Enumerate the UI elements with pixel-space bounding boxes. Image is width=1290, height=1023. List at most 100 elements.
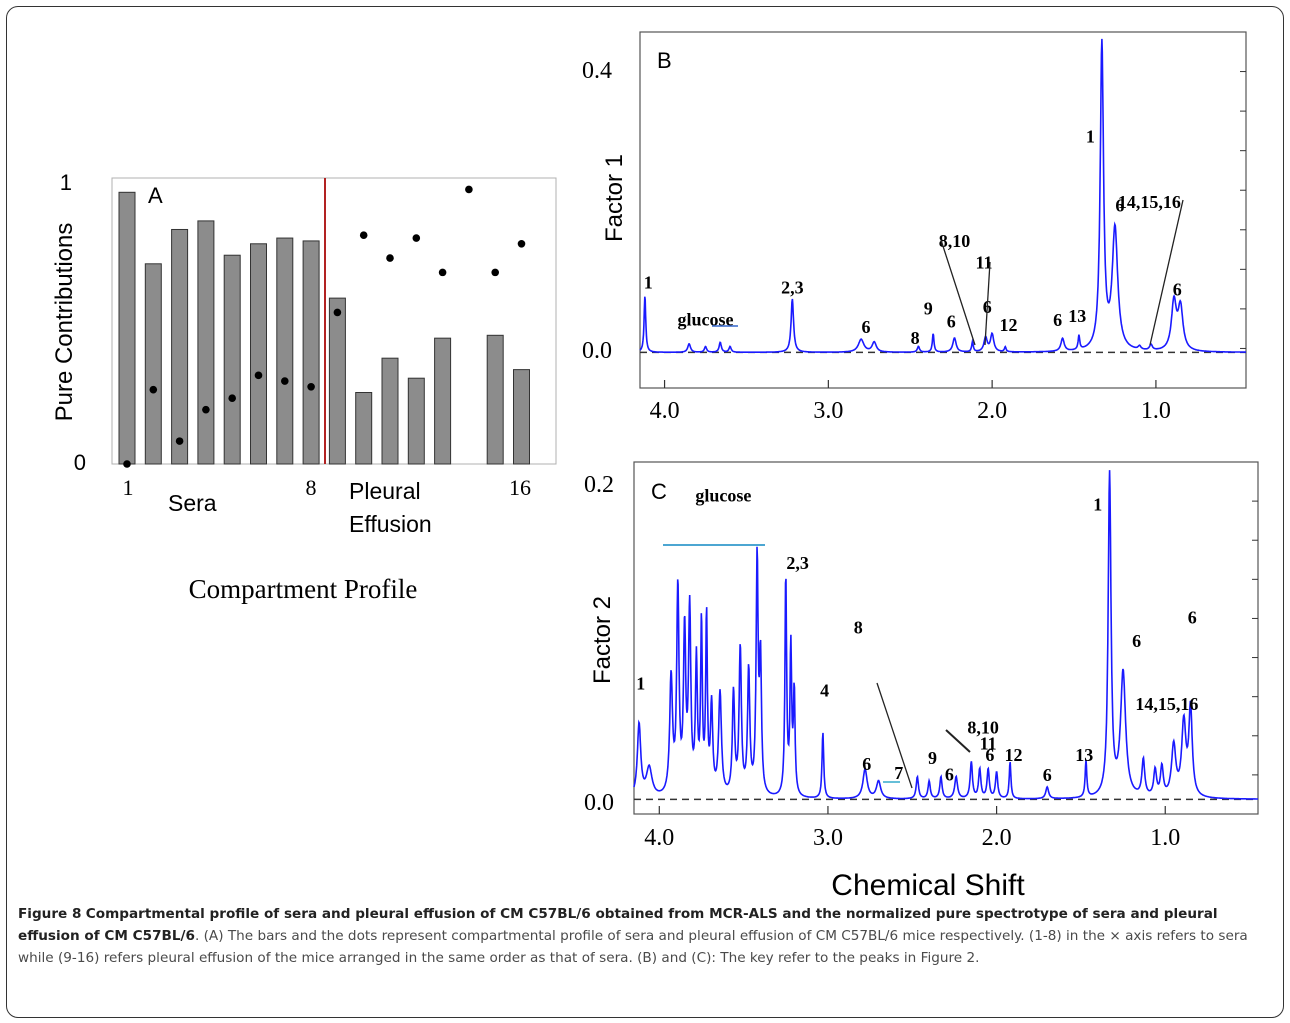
panel-b-xtick-3.0: 3.0 bbox=[813, 398, 843, 424]
bar-15 bbox=[486, 334, 504, 465]
shared-xlabel: Chemical Shift bbox=[831, 869, 1025, 900]
panel-b-ylabel: Factor 1 bbox=[601, 154, 628, 242]
c-peak-label-10: 11 bbox=[980, 733, 997, 753]
b-peak-label-8: 11 bbox=[975, 252, 992, 272]
panel-c-leader-8 bbox=[876, 682, 913, 789]
dot-7 bbox=[281, 377, 289, 385]
bar-1 bbox=[118, 191, 136, 465]
c-peak-label-8: 6 bbox=[945, 764, 954, 784]
panel-c-letter: C bbox=[651, 479, 667, 504]
bar-9 bbox=[328, 297, 346, 465]
b-peak-label-13: 1 bbox=[1086, 126, 1095, 146]
panel-c-ylabel: Factor 2 bbox=[589, 596, 616, 684]
b-peak-label-5: 9 bbox=[924, 299, 933, 319]
bar-16 bbox=[513, 369, 530, 465]
panel-c-ytick-0.2: 0.2 bbox=[584, 472, 614, 498]
c-peak-label-15: 1 bbox=[1093, 494, 1102, 514]
panel-c-xtick-2.0: 2.0 bbox=[982, 825, 1012, 851]
panel-a-ytick-1: 1 bbox=[60, 170, 72, 195]
bar-13 bbox=[434, 337, 452, 465]
c-peak-label-14: 13 bbox=[1075, 745, 1093, 765]
panel-c-leader-8-10 bbox=[945, 729, 971, 753]
figure-frame bbox=[6, 6, 1284, 1018]
c-peak-label-16: 6 bbox=[1132, 631, 1141, 651]
c-peak-label-6: 7 bbox=[894, 763, 903, 783]
panel-c-xtick-4.0: 4.0 bbox=[644, 825, 674, 851]
dot-3 bbox=[175, 437, 184, 445]
b-peak-label-6: 6 bbox=[947, 311, 956, 331]
group-label-pleural-effusion: Pleural Effusion bbox=[349, 478, 432, 537]
b-peak-label-2: 2,3 bbox=[781, 277, 804, 297]
panel-a-letter: A bbox=[148, 183, 163, 208]
c-peak-label-18: 14,15,16 bbox=[1135, 694, 1198, 714]
panel-b: B 1glucose2,368968,10116126131614,15,166… bbox=[582, 31, 1247, 424]
dot-11 bbox=[386, 254, 394, 262]
dot-12 bbox=[412, 234, 421, 242]
panel-c-xtick-3.0: 3.0 bbox=[813, 825, 843, 851]
b-peak-label-0: 1 bbox=[644, 272, 653, 292]
bar-5 bbox=[223, 254, 241, 465]
c-peak-label-1: glucose bbox=[695, 486, 751, 506]
b-peak-label-4: 8 bbox=[911, 328, 920, 348]
c-peak-label-17: 6 bbox=[1188, 607, 1197, 627]
panel-b-xtick-4.0: 4.0 bbox=[650, 398, 680, 424]
panel-b-xtick-1.0: 1.0 bbox=[1141, 398, 1171, 424]
caption-label: Figure 8 bbox=[18, 906, 82, 922]
bar-7 bbox=[276, 237, 294, 465]
panel-b-letter: B bbox=[657, 48, 672, 73]
c-peak-label-13: 6 bbox=[1043, 765, 1052, 785]
b-peak-label-15: 14,15,16 bbox=[1118, 192, 1181, 212]
b-peak-label-16: 6 bbox=[1173, 279, 1182, 299]
panel-b-spectrum bbox=[639, 38, 1246, 353]
bar-11 bbox=[381, 357, 399, 465]
panel-b-leader-11 bbox=[984, 261, 991, 346]
dot-10 bbox=[359, 231, 368, 239]
bar-3 bbox=[171, 228, 189, 465]
panel-a-xtick-8: 8 bbox=[306, 475, 317, 500]
bar-2 bbox=[144, 263, 162, 465]
panel-a: A 1 0 Pure Contributions 1 8 16 Sera Ple… bbox=[51, 170, 557, 604]
c-peak-label-4: 8 bbox=[854, 618, 863, 638]
c-peak-label-12: 12 bbox=[1004, 745, 1022, 765]
panel-a-subtitle: Compartment Profile bbox=[189, 574, 418, 604]
b-peak-label-7: 8,10 bbox=[939, 231, 971, 251]
panel-c-spectrum bbox=[633, 470, 1258, 800]
panel-a-xtick-16: 16 bbox=[509, 475, 531, 500]
bar-12 bbox=[407, 377, 425, 465]
c-peak-label-7: 9 bbox=[928, 748, 937, 768]
b-peak-label-14: 6 bbox=[1115, 195, 1124, 215]
panel-c-ytick-0.0: 0.0 bbox=[584, 790, 614, 816]
panel-a-ylabel: Pure Contributions bbox=[51, 223, 78, 422]
c-peak-label-2: 2,3 bbox=[786, 553, 809, 573]
dot-14 bbox=[465, 185, 473, 194]
group-label-sera: Sera bbox=[168, 490, 217, 516]
dot-6 bbox=[254, 371, 263, 380]
b-peak-label-1: glucose bbox=[678, 309, 734, 329]
b-peak-label-11: 6 bbox=[1053, 310, 1062, 330]
panel-c-frame bbox=[633, 461, 1259, 815]
panel-b-xtick-2.0: 2.0 bbox=[977, 398, 1007, 424]
dot-13 bbox=[438, 268, 447, 277]
dot-2 bbox=[149, 385, 158, 394]
dot-1 bbox=[123, 460, 131, 468]
dot-9 bbox=[333, 308, 342, 317]
c-peak-label-0: 1 bbox=[636, 673, 645, 693]
caption-title: Compartmental profile of sera and pleura… bbox=[18, 906, 1218, 944]
figure-graphics: A 1 0 Pure Contributions 1 8 16 Sera Ple… bbox=[51, 31, 1259, 900]
b-peak-label-10: 12 bbox=[1000, 315, 1018, 335]
bar-6 bbox=[250, 243, 267, 465]
figure-caption: Figure 8 Compartmental profile of sera a… bbox=[18, 903, 1280, 969]
panel-b-ytick-0.4: 0.4 bbox=[582, 58, 612, 84]
panel-a-xtick-1: 1 bbox=[123, 475, 134, 500]
dot-15 bbox=[491, 268, 500, 277]
dot-4 bbox=[202, 405, 210, 414]
bar-10 bbox=[355, 392, 373, 465]
dot-8 bbox=[307, 382, 315, 391]
panel-c-xtick-1.0: 1.0 bbox=[1150, 825, 1180, 851]
bar-4 bbox=[197, 220, 215, 465]
panel-b-ytick-0.0: 0.0 bbox=[582, 338, 612, 364]
panel-b-leader-8-10 bbox=[940, 239, 976, 346]
caption-body: . (A) The bars and the dots represent co… bbox=[18, 928, 1248, 966]
c-peak-label-5: 6 bbox=[862, 754, 871, 774]
